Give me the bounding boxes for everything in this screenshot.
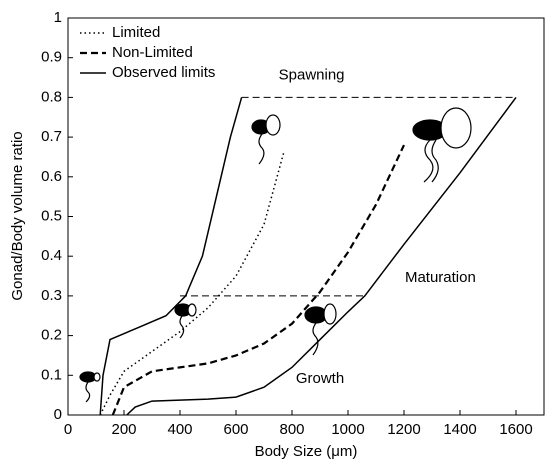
series-line xyxy=(111,144,405,416)
cell-icon xyxy=(304,303,337,356)
y-tick-label: 0.1 xyxy=(41,366,62,383)
y-axis-label: Gonad/Body volume ratio xyxy=(9,131,26,300)
series-line xyxy=(99,96,517,416)
x-tick-label: 1000 xyxy=(331,421,364,438)
x-tick-label: 800 xyxy=(279,421,304,438)
x-tick-label: 1400 xyxy=(443,421,476,438)
y-tick-label: 0 xyxy=(54,406,62,423)
annotation: Maturation xyxy=(405,269,476,286)
cell-icon xyxy=(79,371,101,403)
y-tick-label: 0.6 xyxy=(41,168,62,185)
y-tick-label: 0.4 xyxy=(41,247,62,264)
y-tick-label: 0.2 xyxy=(41,327,62,344)
legend-label: Limited xyxy=(112,24,160,41)
series-line xyxy=(99,152,285,416)
legend-label: Observed limits xyxy=(112,64,215,81)
legend-label: Non-Limited xyxy=(112,44,193,61)
annotation: Spawning xyxy=(279,67,345,84)
cell-icons xyxy=(79,107,472,403)
cell-icon xyxy=(174,303,197,339)
x-tick-label: 0 xyxy=(64,421,72,438)
y-tick-label: 0.9 xyxy=(41,49,62,66)
x-tick-label: 1200 xyxy=(387,421,420,438)
y-tick-label: 0.3 xyxy=(41,287,62,304)
x-tick-label: 1600 xyxy=(499,421,532,438)
x-tick-label: 400 xyxy=(167,421,192,438)
x-axis-label: Body Size (μm) xyxy=(255,443,358,460)
y-tick-label: 0.8 xyxy=(41,88,62,105)
x-tick-label: 600 xyxy=(223,421,248,438)
cell-icon xyxy=(412,107,472,183)
y-tick-label: 0.5 xyxy=(41,207,62,224)
cell-icon xyxy=(251,114,281,165)
x-tick-label: 200 xyxy=(111,421,136,438)
y-tick-label: 1 xyxy=(54,9,62,26)
y-tick-label: 0.7 xyxy=(41,128,62,145)
annotation: Growth xyxy=(296,370,344,387)
